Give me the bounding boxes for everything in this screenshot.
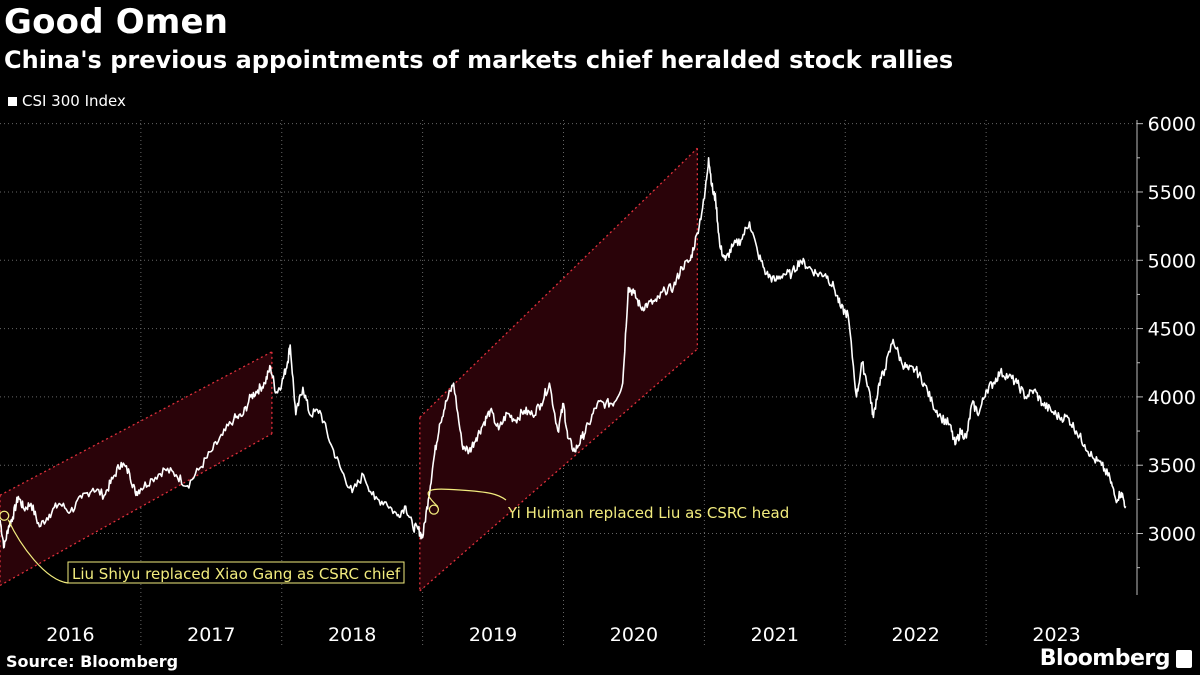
x-tick-label: 2018 (328, 624, 376, 646)
source-note: Source: Bloomberg (6, 652, 179, 671)
y-tick-label: 4000 (1148, 387, 1196, 409)
y-tick-label: 4500 (1148, 319, 1196, 341)
rally-channel-2-lower (419, 348, 698, 592)
y-tick-label: 5500 (1148, 182, 1196, 204)
rally-channel-2 (419, 148, 698, 591)
rally-channel-1 (0, 351, 272, 586)
annotation-label-yi: Yi Huiman replaced Liu as CSRC head (507, 504, 789, 522)
legend-label: CSI 300 Index (22, 92, 126, 110)
bloomberg-badge-icon (1176, 650, 1192, 668)
chart-title: Good Omen (4, 2, 229, 42)
y-tick-label: 3000 (1148, 524, 1196, 546)
x-tick-label: 2021 (751, 624, 799, 646)
x-tick-label: 2023 (1032, 624, 1080, 646)
chart-subtitle: China's previous appointments of markets… (4, 46, 954, 74)
annotation-leader-yi (427, 488, 507, 508)
x-tick-label: 2022 (892, 624, 940, 646)
annotation-leader-liu (7, 519, 69, 584)
annotation-marker-liu (0, 510, 10, 521)
y-tick-label: 3500 (1148, 455, 1196, 477)
x-tick-label: 2017 (187, 624, 235, 646)
series-line-csi300 (0, 157, 1127, 549)
legend-swatch (8, 96, 17, 106)
y-tick-label: 6000 (1148, 114, 1196, 136)
annotation-box-liu (67, 561, 405, 584)
y-tick-label: 5000 (1148, 250, 1196, 272)
rally-channel-1-upper (0, 351, 273, 496)
x-tick-label: 2016 (46, 624, 94, 646)
bloomberg-logo: Bloomberg (1039, 646, 1171, 671)
annotation-marker-yi (428, 504, 440, 515)
annotation-label-liu: Liu Shiyu replaced Xiao Gang as CSRC chi… (72, 565, 401, 583)
legend: CSI 300 Index (8, 92, 126, 110)
x-tick-label: 2020 (610, 624, 658, 646)
x-tick-label: 2019 (469, 624, 517, 646)
rally-channel-1-lower (0, 433, 273, 587)
